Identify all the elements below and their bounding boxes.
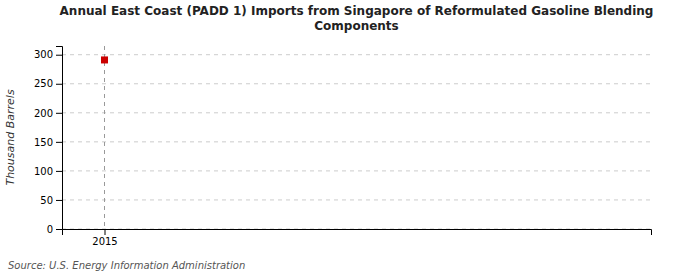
y-tick-label: 150 xyxy=(34,137,53,148)
y-tick-label: 100 xyxy=(34,166,53,177)
y-tick-label: 200 xyxy=(34,108,53,119)
y-tick: 250 xyxy=(34,78,62,89)
grid-line xyxy=(62,83,651,84)
y-tick-label: 50 xyxy=(40,195,53,206)
y-tick-mark xyxy=(56,55,62,56)
y-tick: 200 xyxy=(34,108,62,119)
chart: 2015 0 50 100 150 200 250 300 Annual East Coast … xyxy=(0,0,675,275)
y-tick: 300 xyxy=(34,49,62,60)
y-tick-label: 250 xyxy=(34,78,53,89)
y-tick-mark xyxy=(56,171,62,172)
plot-area xyxy=(101,46,108,229)
reference-line xyxy=(104,46,105,229)
grid-line xyxy=(62,112,651,113)
grid-line xyxy=(62,54,651,55)
grid-line xyxy=(62,170,651,171)
point xyxy=(101,56,108,63)
title: Annual East Coast (PADD 1) Imports from … xyxy=(60,4,654,33)
y-tick-mark xyxy=(56,113,62,114)
x-tick: 2015 xyxy=(92,229,117,247)
x-tick-mark xyxy=(105,229,106,235)
grid xyxy=(62,55,651,229)
y-tick-label: 300 xyxy=(34,49,53,60)
x-axis: 2015 xyxy=(63,229,652,247)
y-axis-line xyxy=(56,47,63,230)
y-tick: 0 xyxy=(47,224,62,235)
y-tick: 150 xyxy=(34,137,62,148)
y-tick-label: 0 xyxy=(47,224,53,235)
x-tick-label: 2015 xyxy=(92,236,117,247)
y-tick-mark xyxy=(56,200,62,201)
y-tick-mark xyxy=(56,142,62,143)
y-tick: 50 xyxy=(40,195,62,206)
y-tick-mark xyxy=(56,84,62,85)
y-tick: 100 xyxy=(34,166,62,177)
y-tick-mark xyxy=(56,229,62,230)
y-axis-title: Thousand Barrels xyxy=(4,89,17,185)
x-axis-line xyxy=(63,230,652,236)
grid-line xyxy=(62,141,651,142)
grid-line xyxy=(62,199,651,200)
source-note: Source: U.S. Energy Information Administ… xyxy=(8,260,245,271)
y-axis: 0 50 100 150 200 250 300 xyxy=(34,47,63,235)
